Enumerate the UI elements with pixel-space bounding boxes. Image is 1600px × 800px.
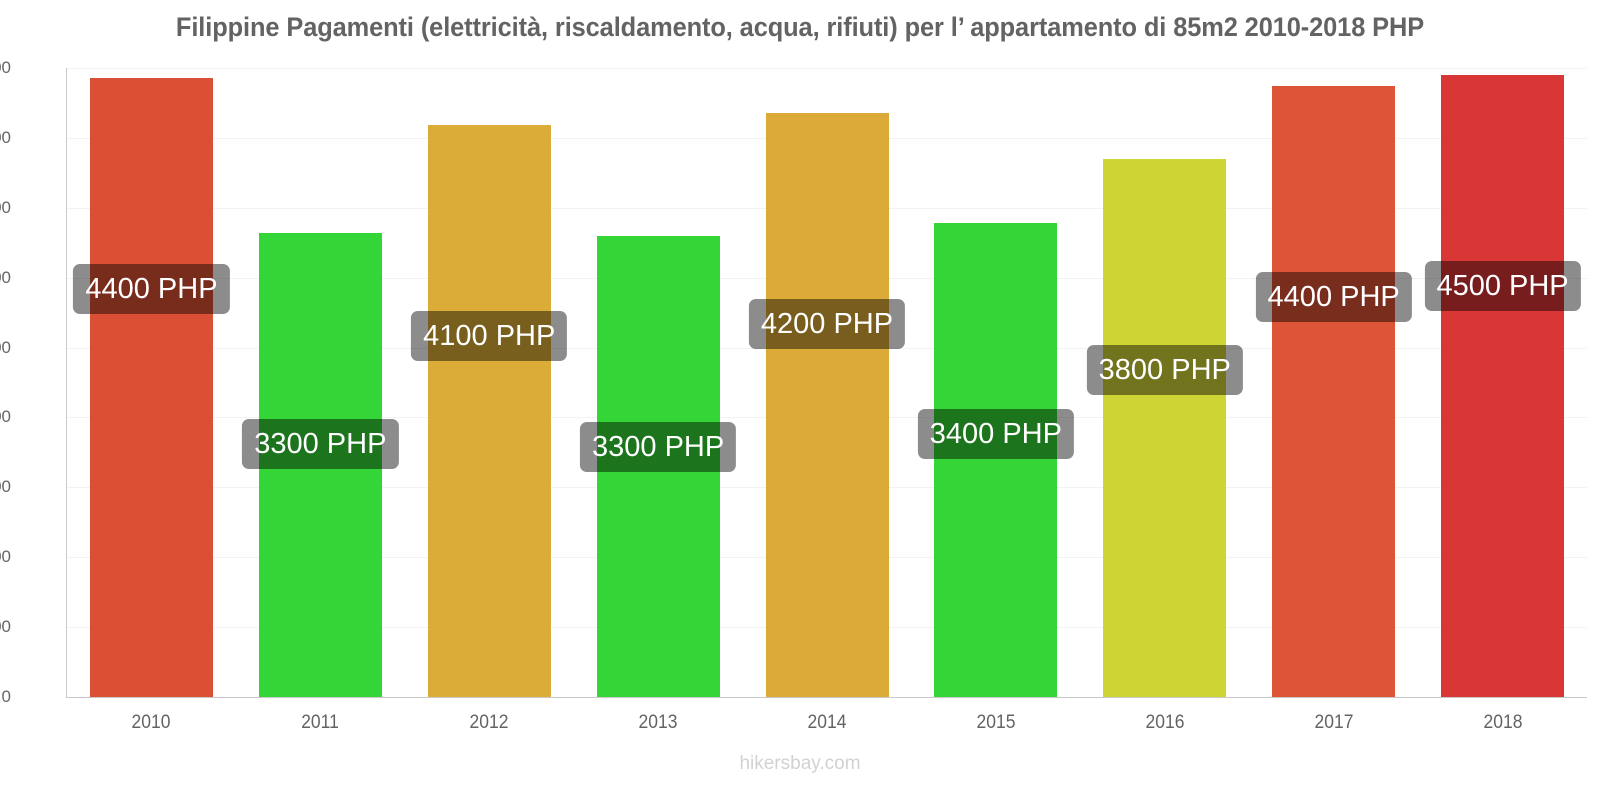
bar-value-label: 3400 PHP bbox=[917, 409, 1074, 460]
bar[interactable] bbox=[1272, 86, 1396, 697]
y-axis-tick-label: 2000 bbox=[0, 407, 11, 427]
chart-title: Filippine Pagamenti (elettricità, riscal… bbox=[175, 12, 1425, 42]
y-axis-tick-label: 0 bbox=[1, 687, 11, 706]
bar-value-label: 3800 PHP bbox=[1086, 344, 1243, 395]
x-axis-tick-label: 2015 bbox=[976, 712, 1016, 733]
x-axis-tick-label: 2016 bbox=[1145, 712, 1185, 733]
y-axis-tick-label: 4500 bbox=[0, 58, 11, 77]
x-axis-tick-label: 2010 bbox=[131, 712, 171, 733]
y-axis-tick-label: 3000 bbox=[0, 267, 11, 287]
bar[interactable] bbox=[596, 235, 720, 697]
y-axis-tick-label: 1500 bbox=[0, 477, 11, 497]
bar[interactable] bbox=[1103, 158, 1227, 697]
y-axis-tick-label: 500 bbox=[0, 617, 11, 637]
y-axis-tick-label: 3500 bbox=[0, 197, 11, 217]
bar-value-label: 4500 PHP bbox=[1424, 260, 1581, 311]
y-axis-line bbox=[66, 68, 67, 698]
y-axis-tick-label: 4000 bbox=[0, 127, 11, 147]
x-axis-tick-label: 2014 bbox=[807, 712, 847, 733]
bar-value-label: 4200 PHP bbox=[748, 298, 906, 349]
x-axis-tick-label: 2013 bbox=[638, 712, 678, 733]
bar-value-label: 4400 PHP bbox=[73, 263, 230, 314]
bar-value-label: 3300 PHP bbox=[242, 418, 399, 469]
plot-area: 4400 PHP 3300 PHP 4100 PHP 3300 PHP 4200 PHP… bbox=[67, 68, 1587, 698]
bar[interactable] bbox=[1441, 75, 1565, 697]
bar[interactable] bbox=[765, 112, 889, 697]
bar-value-label: 3300 PHP bbox=[580, 421, 737, 472]
bar-value-label: 4100 PHP bbox=[411, 311, 568, 362]
gridline bbox=[67, 68, 1587, 69]
bar-value-label: 4400 PHP bbox=[1255, 272, 1412, 323]
x-axis-tick-label: 2012 bbox=[469, 712, 509, 733]
bar[interactable] bbox=[258, 232, 382, 697]
x-axis-tick-label: 2011 bbox=[301, 712, 340, 733]
bar[interactable] bbox=[934, 223, 1058, 697]
gridline bbox=[67, 697, 1587, 698]
watermark: hikersbay.com bbox=[739, 753, 861, 774]
bar[interactable] bbox=[427, 125, 551, 697]
x-axis-tick-label: 2018 bbox=[1483, 712, 1522, 733]
bar[interactable] bbox=[89, 77, 213, 697]
x-axis-tick-label: 2017 bbox=[1314, 712, 1354, 733]
y-axis-tick-label: 2500 bbox=[0, 337, 11, 357]
y-axis-tick-label: 1000 bbox=[0, 547, 11, 567]
